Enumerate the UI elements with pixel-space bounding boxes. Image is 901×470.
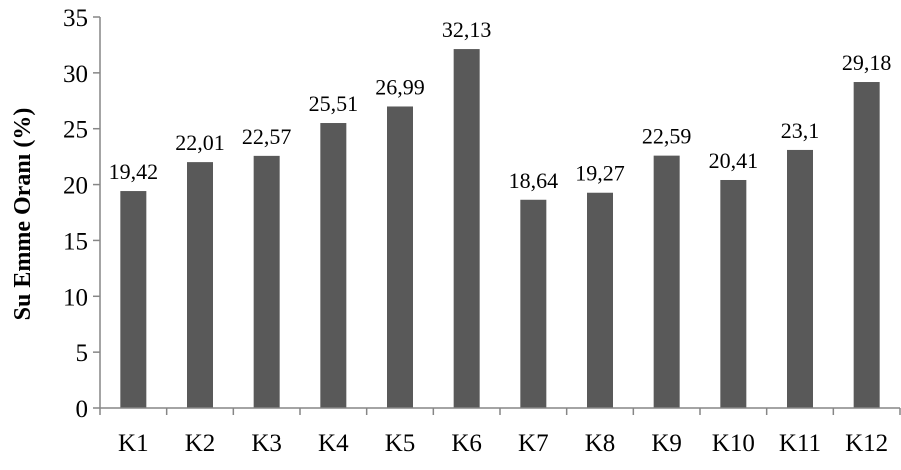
bar-k9 xyxy=(653,155,680,408)
bar-k1 xyxy=(120,191,147,408)
y-axis-title: Su Emme Oranı (%) xyxy=(10,108,36,321)
bars xyxy=(120,49,880,409)
category-label: K8 xyxy=(585,430,616,457)
data-label: 19,42 xyxy=(109,159,159,184)
category-label: K7 xyxy=(518,430,549,457)
bar-k12 xyxy=(853,82,880,409)
bar-k3 xyxy=(253,155,280,408)
bar-k8 xyxy=(587,192,613,408)
y-tick-label: 5 xyxy=(76,340,89,367)
x-ticks xyxy=(99,408,901,415)
data-label: 32,13 xyxy=(442,17,492,42)
data-label: 29,18 xyxy=(842,50,892,75)
y-tick-label: 10 xyxy=(63,284,88,311)
data-label: 22,57 xyxy=(242,124,292,149)
category-label: K6 xyxy=(451,430,482,457)
bar-k4 xyxy=(320,123,347,409)
bar-k2 xyxy=(187,162,213,408)
bar-k11 xyxy=(787,149,813,408)
y-tick-label: 30 xyxy=(63,61,88,88)
data-label: 25,51 xyxy=(309,91,359,116)
data-label: 20,41 xyxy=(709,148,759,173)
category-label: K9 xyxy=(651,430,682,457)
y-ticks: 0 5 10 15 20 25 30 35 xyxy=(63,5,100,423)
category-label: K1 xyxy=(118,430,149,457)
category-label: K3 xyxy=(251,430,282,457)
data-label: 18,64 xyxy=(509,168,559,193)
category-label: K2 xyxy=(185,430,216,457)
category-label: K5 xyxy=(385,430,416,457)
data-label: 19,27 xyxy=(575,161,625,186)
category-label: K10 xyxy=(712,430,755,457)
category-labels: K1 K2 K3 K4 K5 K6 K7 K8 K9 K10 K11 K12 xyxy=(118,430,888,457)
bar-k5 xyxy=(387,106,413,408)
data-label: 22,59 xyxy=(642,124,692,149)
y-tick-label: 25 xyxy=(63,117,88,144)
bar-k6 xyxy=(453,49,480,408)
y-tick-label: 0 xyxy=(76,396,89,423)
category-label: K11 xyxy=(779,430,821,457)
category-label: K12 xyxy=(845,430,888,457)
category-label: K4 xyxy=(318,430,349,457)
y-tick-label: 20 xyxy=(63,173,88,200)
y-tick-label: 35 xyxy=(63,5,88,32)
data-label: 22,01 xyxy=(175,130,225,155)
y-tick-label: 15 xyxy=(63,228,88,255)
data-label: 23,1 xyxy=(781,118,820,143)
bar-k10 xyxy=(720,179,747,408)
data-labels: 19,42 22,01 22,57 25,51 26,99 32,13 18,64 19,27… xyxy=(109,17,892,193)
data-label: 26,99 xyxy=(375,74,425,99)
bar-k7 xyxy=(520,199,547,408)
